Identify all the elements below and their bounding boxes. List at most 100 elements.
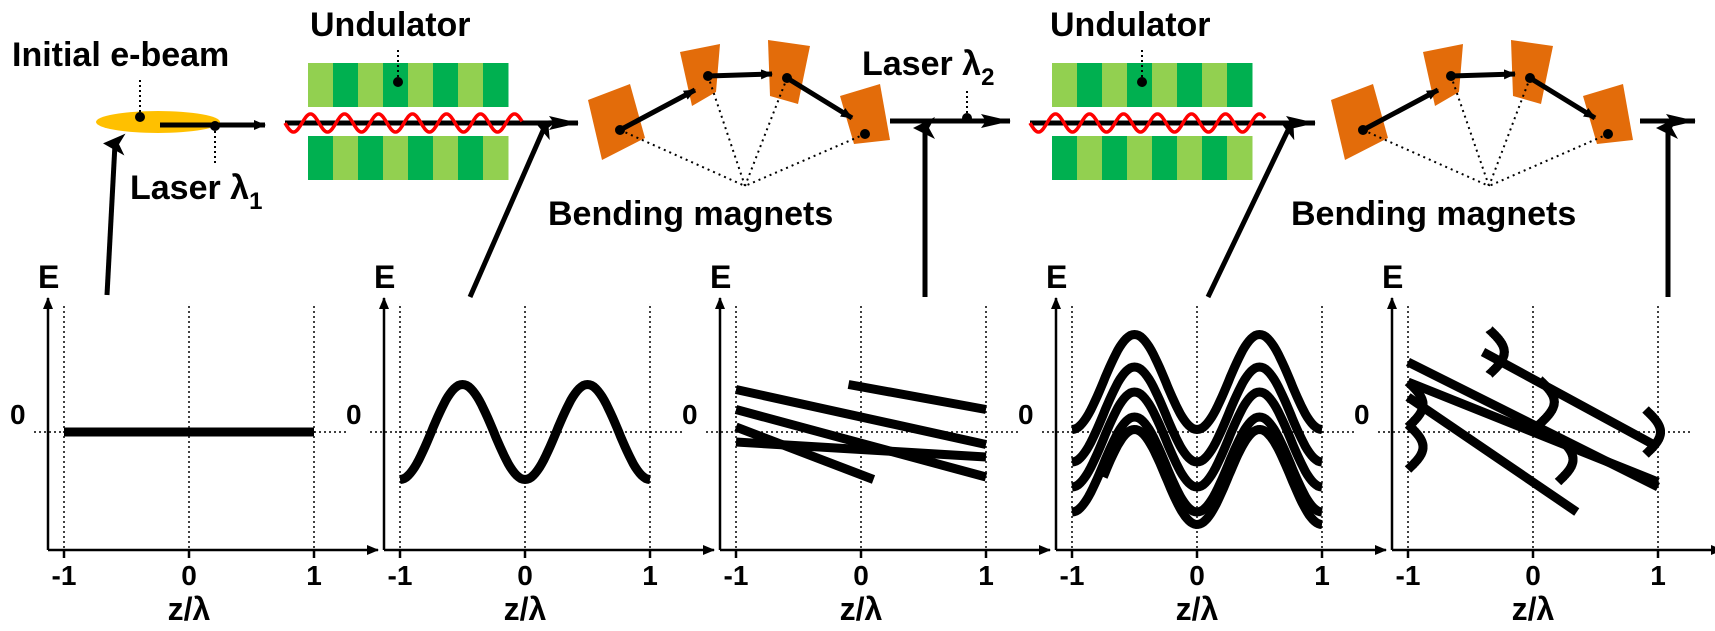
laser-2-label: Laser λ2 — [862, 45, 994, 91]
bending-magnet — [768, 40, 810, 104]
undulator-pole — [383, 136, 409, 180]
undulator-pole — [333, 136, 359, 180]
energy-striation — [1406, 377, 1660, 487]
undulator-pole — [408, 136, 434, 180]
energy-striation — [1099, 424, 1323, 530]
energy-striation — [734, 422, 876, 484]
initial-ebeam-label: Initial e-beam — [12, 36, 229, 74]
undulator-2-label: Undulator — [1050, 6, 1211, 44]
energy-curve — [399, 379, 651, 485]
plot-1: E 0 -1 0 1 z/λ — [10, 259, 379, 627]
energy-hook — [1535, 376, 1560, 428]
laser-2-text: Laser λ — [862, 45, 981, 83]
zero-label: 0 — [346, 399, 362, 430]
undulator-pole — [1177, 63, 1203, 107]
bending-magnets-1-label: Bending magnets — [548, 195, 833, 233]
x-tick-label: 1 — [306, 560, 322, 591]
magnet-pointer — [1362, 129, 1490, 187]
laser-1-subscript: 1 — [249, 188, 262, 215]
x-tick-label: 0 — [853, 560, 869, 591]
bending-magnets-2-label: Bending magnets — [1291, 195, 1576, 233]
x-tick-label: -1 — [52, 560, 77, 591]
undulator-pole — [1152, 136, 1178, 180]
chicane-path-arrow — [1450, 69, 1516, 80]
energy-striation — [847, 380, 987, 414]
energy-striation — [735, 437, 987, 462]
x-tick-label: -1 — [724, 560, 749, 591]
energy-striation — [1071, 412, 1323, 517]
zero-label: 0 — [1354, 399, 1370, 430]
x-axis-label: z/λ — [840, 591, 883, 627]
undulator-pole — [483, 63, 509, 107]
laser-2-subscript: 2 — [981, 64, 994, 91]
beamline-labels: Initial e-beam Undulator Undulator Laser… — [12, 6, 1576, 233]
magnet-pointer — [1488, 77, 1531, 187]
undulator-pole — [1227, 63, 1253, 107]
undulator-pole — [433, 63, 459, 107]
undulator-pole — [1227, 136, 1253, 180]
laser-1-label: Laser λ1 — [130, 169, 262, 215]
undulator-pole — [1127, 136, 1153, 180]
chicane-2 — [1331, 40, 1633, 187]
undulator-pole — [1052, 63, 1078, 107]
y-axis-label: E — [1046, 259, 1067, 295]
undulator-pole — [333, 63, 359, 107]
undulator-pole — [1077, 63, 1103, 107]
plot-5: E 0 -1 0 1 z/λ — [1354, 259, 1715, 627]
energy-striation — [1405, 393, 1580, 516]
energy-hook — [1642, 406, 1665, 458]
undulator-1 — [308, 63, 509, 180]
undulator-pole — [458, 63, 484, 107]
undulator-pole — [1202, 136, 1228, 180]
undulator-pole — [1152, 63, 1178, 107]
energy-striation — [1071, 362, 1323, 467]
energy-hook — [1404, 378, 1428, 431]
chicane-path-arrow — [707, 69, 773, 80]
undulator-pole — [483, 136, 509, 180]
undulator-pole — [308, 136, 334, 180]
x-tick-label: 0 — [181, 560, 197, 591]
y-axis-label: E — [710, 259, 731, 295]
energy-striation — [1480, 348, 1661, 451]
chicane-1 — [588, 40, 890, 187]
undulator-pole — [308, 63, 334, 107]
x-tick-label: 1 — [1314, 560, 1330, 591]
zero-label: 0 — [10, 399, 26, 430]
undulator-pole — [1052, 136, 1078, 180]
stage-connector-4 — [1205, 120, 1304, 299]
undulator-pole — [1202, 63, 1228, 107]
zero-label: 0 — [682, 399, 698, 430]
magnet-pointer — [1488, 133, 1609, 187]
x-axis-label: z/λ — [504, 591, 547, 627]
energy-hook — [1554, 433, 1578, 486]
plot-4: E 0 -1 0 1 z/λ — [1018, 259, 1387, 627]
energy-striation — [735, 385, 987, 449]
x-tick-label: -1 — [388, 560, 413, 591]
x-tick-label: 0 — [1189, 560, 1205, 591]
y-axis-label: E — [38, 259, 59, 295]
undulator-pole — [358, 63, 384, 107]
laser-1-text: Laser λ — [130, 169, 249, 207]
chicane-path-arrow — [1528, 75, 1597, 121]
magnet-pointer — [744, 77, 788, 187]
stage-connector-2 — [467, 119, 559, 299]
bending-magnet — [1511, 40, 1553, 104]
bending-magnet — [588, 84, 645, 160]
magnet-pointer — [1450, 75, 1490, 187]
undulator-pole — [1077, 136, 1103, 180]
magnet-pointer — [744, 133, 866, 187]
undulator-pole — [358, 136, 384, 180]
undulator-pole — [1177, 136, 1203, 180]
zero-label: 0 — [1018, 399, 1034, 430]
x-axis-label: z/λ — [1512, 591, 1555, 627]
x-axis-label: z/λ — [1176, 591, 1219, 627]
x-tick-label: 1 — [978, 560, 994, 591]
energy-hook — [1404, 421, 1428, 473]
laser-wave-1 — [283, 112, 524, 134]
undulator-pole — [408, 63, 434, 107]
undulator-pole — [433, 136, 459, 180]
x-axis-label: z/λ — [168, 591, 211, 627]
undulator-2 — [1052, 63, 1253, 180]
bending-magnet — [1331, 84, 1388, 160]
